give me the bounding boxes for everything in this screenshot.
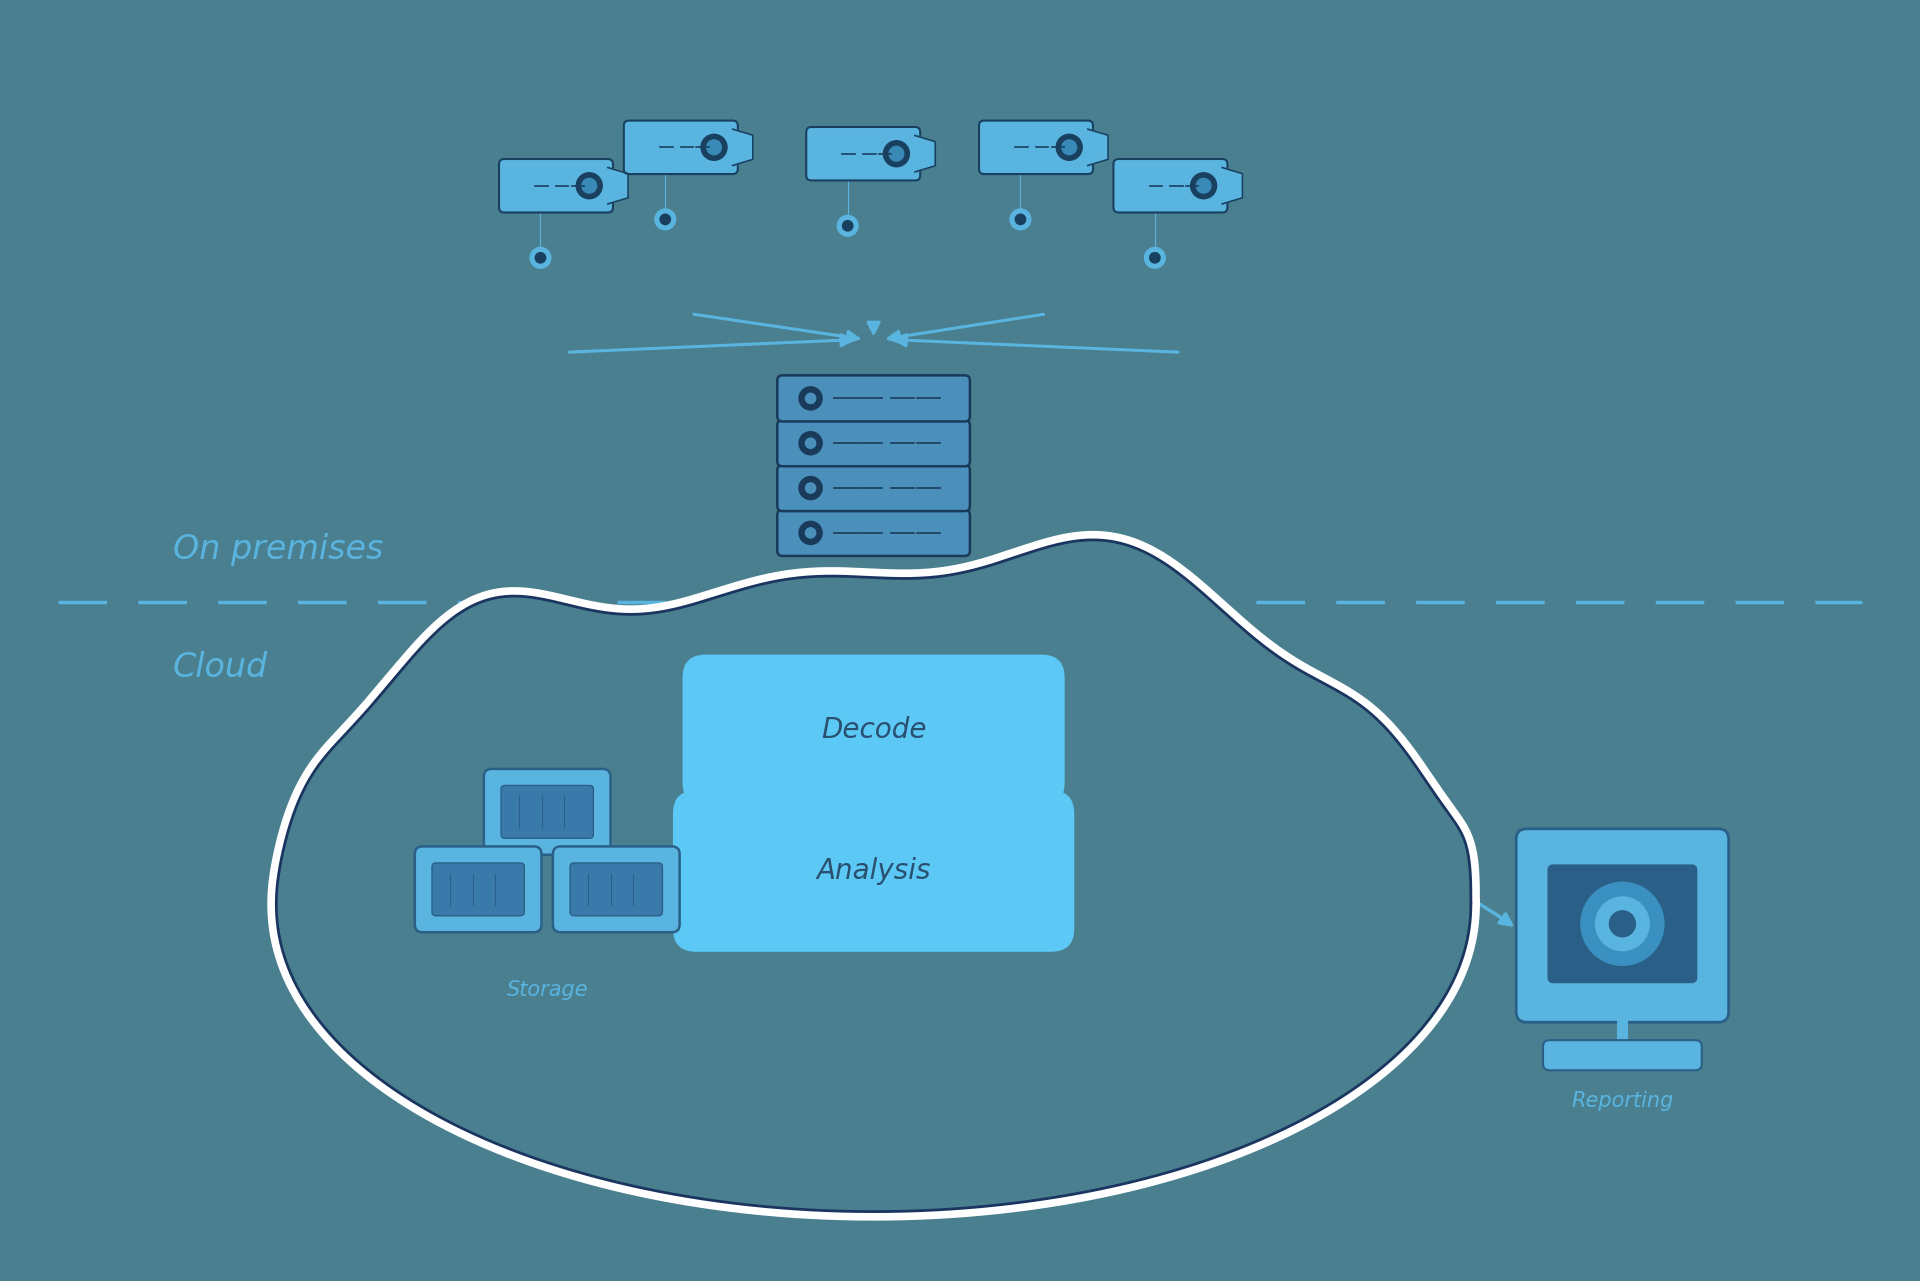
Circle shape xyxy=(655,209,676,229)
FancyBboxPatch shape xyxy=(682,655,1066,806)
Polygon shape xyxy=(609,168,628,204)
Circle shape xyxy=(806,483,816,493)
Circle shape xyxy=(1016,214,1025,224)
Circle shape xyxy=(582,178,597,193)
Circle shape xyxy=(1596,897,1649,951)
FancyBboxPatch shape xyxy=(778,465,970,511)
FancyBboxPatch shape xyxy=(415,847,541,933)
Polygon shape xyxy=(733,129,753,165)
Text: Storage: Storage xyxy=(507,980,588,1000)
Circle shape xyxy=(806,393,816,404)
Circle shape xyxy=(536,252,545,263)
Text: Cloud: Cloud xyxy=(173,651,269,684)
Circle shape xyxy=(1010,209,1031,229)
Circle shape xyxy=(799,477,822,500)
Circle shape xyxy=(806,438,816,448)
Circle shape xyxy=(806,528,816,538)
FancyBboxPatch shape xyxy=(1517,829,1728,1022)
FancyBboxPatch shape xyxy=(624,120,737,174)
Circle shape xyxy=(799,521,822,544)
Polygon shape xyxy=(916,136,935,172)
Circle shape xyxy=(660,214,670,224)
FancyBboxPatch shape xyxy=(778,420,970,466)
Polygon shape xyxy=(1223,168,1242,204)
FancyBboxPatch shape xyxy=(979,120,1092,174)
Circle shape xyxy=(1150,252,1160,263)
Circle shape xyxy=(1580,883,1665,966)
Circle shape xyxy=(1190,173,1217,199)
Circle shape xyxy=(889,146,904,161)
FancyBboxPatch shape xyxy=(778,375,970,421)
Circle shape xyxy=(701,135,728,160)
FancyBboxPatch shape xyxy=(432,863,524,916)
Circle shape xyxy=(837,215,858,236)
Polygon shape xyxy=(278,542,1469,1209)
Circle shape xyxy=(1062,140,1077,155)
Text: Reporting: Reporting xyxy=(1571,1091,1674,1112)
Circle shape xyxy=(799,387,822,410)
Circle shape xyxy=(883,141,910,167)
FancyBboxPatch shape xyxy=(484,769,611,854)
FancyBboxPatch shape xyxy=(553,847,680,933)
FancyBboxPatch shape xyxy=(672,790,1075,952)
Circle shape xyxy=(1056,135,1083,160)
FancyBboxPatch shape xyxy=(778,510,970,556)
FancyBboxPatch shape xyxy=(570,863,662,916)
Circle shape xyxy=(1144,247,1165,268)
Circle shape xyxy=(707,140,722,155)
Circle shape xyxy=(1609,911,1636,936)
Text: Analysis: Analysis xyxy=(816,857,931,885)
Circle shape xyxy=(843,220,852,231)
Circle shape xyxy=(530,247,551,268)
Circle shape xyxy=(799,432,822,455)
FancyBboxPatch shape xyxy=(1548,865,1697,983)
Circle shape xyxy=(1196,178,1212,193)
FancyBboxPatch shape xyxy=(499,159,612,213)
Text: EDGE Device: EDGE Device xyxy=(810,570,937,589)
Text: Decode: Decode xyxy=(822,716,925,744)
Polygon shape xyxy=(278,542,1469,1209)
Polygon shape xyxy=(1089,129,1108,165)
Text: On premises: On premises xyxy=(173,533,384,566)
FancyBboxPatch shape xyxy=(1114,159,1227,213)
FancyBboxPatch shape xyxy=(806,127,920,181)
FancyBboxPatch shape xyxy=(501,785,593,838)
FancyBboxPatch shape xyxy=(1544,1040,1701,1071)
Circle shape xyxy=(576,173,603,199)
